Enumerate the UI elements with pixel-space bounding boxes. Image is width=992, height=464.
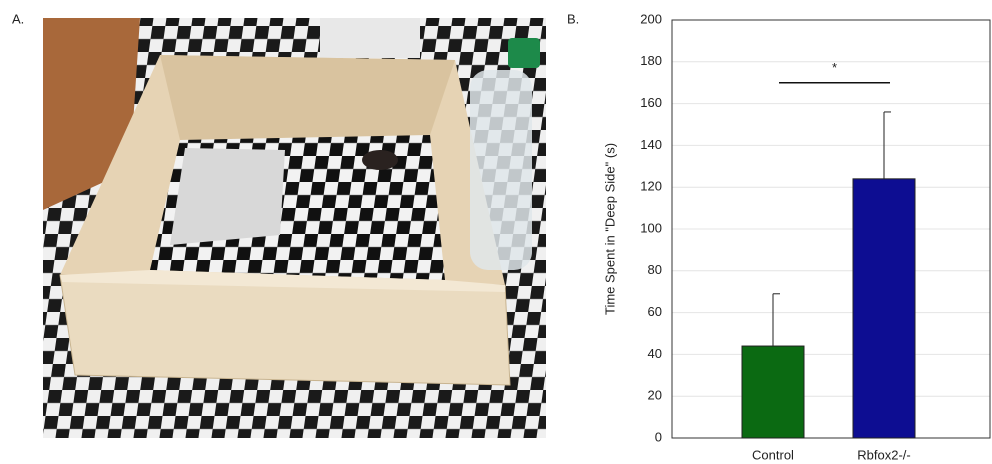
photo [43, 18, 546, 438]
y-tick-label: 200 [640, 11, 662, 26]
y-tick-label: 180 [640, 53, 662, 68]
y-tick-label: 80 [648, 262, 662, 277]
panel-label: B. [567, 11, 579, 26]
x-tick-label: Rbfox2-/- [857, 447, 910, 462]
y-tick-label: 100 [640, 220, 662, 235]
y-tick-label: 160 [640, 95, 662, 110]
y-tick-label: 40 [648, 346, 662, 361]
figure: A. B. 0 20 40 60 80 100 120 140 160 180 200 Time Sp… [0, 0, 992, 464]
panel-label: A. [12, 11, 24, 26]
bar [742, 346, 804, 438]
significance-label: * [832, 60, 837, 75]
y-tick-label: 120 [640, 179, 662, 194]
y-tick-label: 20 [648, 388, 662, 403]
bar [853, 179, 915, 438]
y-tick-label: 140 [640, 137, 662, 152]
y-axis-label: Time Spent in "Deep Side" (s) [602, 143, 617, 315]
x-tick-label: Control [752, 447, 794, 462]
y-tick-label: 60 [648, 304, 662, 319]
y-tick-label: 0 [655, 429, 662, 444]
